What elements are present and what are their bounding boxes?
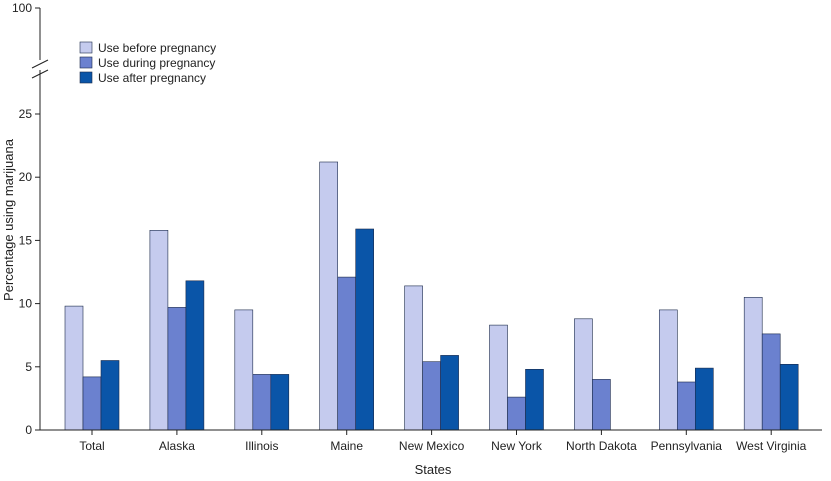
legend-label: Use after pregnancy [98,71,206,85]
x-tick-label: Pennsylvania [651,439,723,453]
bar [404,285,423,431]
y-tick-label: 100 [12,1,32,15]
x-tick-label: Total [79,439,104,453]
bar [252,374,272,431]
y-tick-label: 25 [19,107,33,121]
axis-break-mark [31,69,49,79]
bar [658,309,678,431]
bar [779,363,799,431]
bar [694,367,714,431]
bar [149,230,169,431]
y-axis-title: Percentage using marijuana [1,138,16,301]
bar [440,355,459,431]
bars [64,161,799,431]
x-tick-label: West Virginia [736,439,807,453]
axis-break-mark [31,59,49,69]
bar [761,333,781,431]
bar [100,360,120,431]
bar [743,296,763,431]
x-tick-label: Alaska [159,439,195,453]
x-tick-label: Maine [330,439,363,453]
bar [319,161,339,431]
y-tick-label: 10 [19,297,33,311]
x-axis: Total Alaska Illinois Maine New Mexico New Yo… [40,429,822,453]
bar [574,318,593,431]
legend-label: Use during pregnancy [98,56,215,70]
x-axis-title: States [415,462,452,477]
y-tick-label: 15 [19,233,33,247]
bar [270,374,290,431]
bar [507,396,526,431]
bar [525,368,544,431]
bar [355,228,375,431]
legend-swatch [79,56,93,69]
bar [234,309,254,431]
y-axis: 0 5 10 15 20 25 100 [12,1,49,437]
x-tick-label: North Dakota [566,439,637,453]
bar [676,381,696,431]
y-tick-label: 20 [19,170,33,184]
bar [167,307,187,431]
y-tick-label: 5 [25,360,32,374]
y-tick-label: 0 [25,423,32,437]
bar [64,305,84,431]
bar [422,361,441,431]
x-tick-label: New Mexico [399,439,465,453]
bar [185,280,205,431]
x-tick-label: Illinois [245,439,278,453]
legend-swatch [79,71,93,84]
bar [489,324,508,431]
bar [592,379,611,431]
bar [337,276,357,431]
legend-label: Use before pregnancy [98,41,216,55]
legend-swatch [79,41,93,54]
bar [82,376,102,431]
x-tick-label: New York [491,439,543,453]
